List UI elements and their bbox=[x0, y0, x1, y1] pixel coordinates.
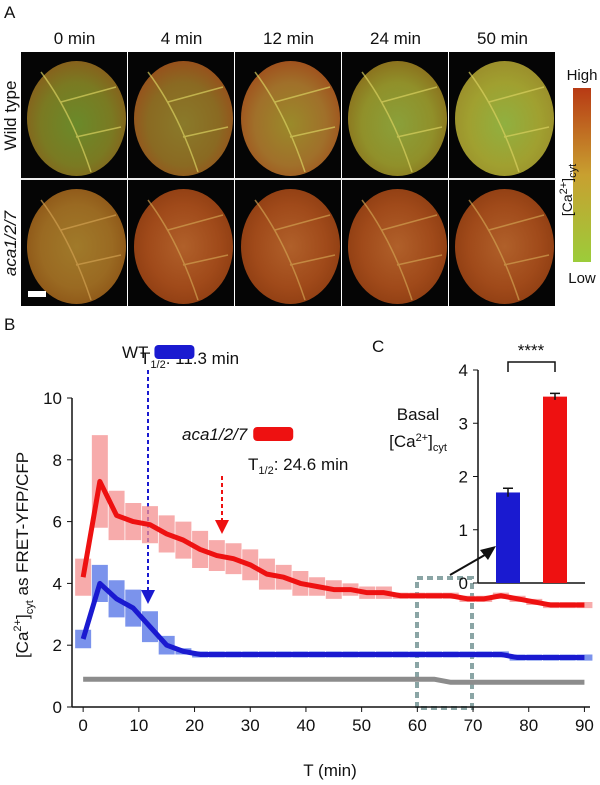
colorbar-low: Low bbox=[568, 270, 596, 287]
leaf bbox=[241, 189, 340, 304]
zoom-arrow bbox=[449, 551, 491, 576]
y-tick-label: 2 bbox=[459, 468, 468, 487]
x-tick-label: 40 bbox=[296, 716, 315, 735]
leaf bbox=[27, 189, 126, 304]
y-tick-label: 0 bbox=[53, 698, 62, 717]
colorbar bbox=[573, 88, 591, 262]
error-bar bbox=[550, 392, 560, 400]
series-line bbox=[83, 676, 585, 685]
column-label: 4 min bbox=[161, 29, 203, 48]
y-tick-label: 3 bbox=[459, 414, 468, 433]
vein bbox=[147, 199, 229, 301]
bar bbox=[496, 492, 520, 583]
x-tick-label: 20 bbox=[185, 716, 204, 735]
leaf bbox=[27, 61, 126, 176]
leaf bbox=[455, 189, 554, 304]
significance-bracket bbox=[507, 361, 556, 372]
leaf bbox=[455, 61, 554, 176]
y-tick-label: 1 bbox=[459, 521, 468, 540]
annotation: T1/2: 24.6 min bbox=[248, 455, 348, 477]
scale-bar bbox=[28, 291, 46, 297]
x-tick-label: 70 bbox=[464, 716, 483, 735]
panel-label: B bbox=[4, 315, 15, 334]
vein bbox=[147, 71, 229, 173]
x-tick-label: 60 bbox=[408, 716, 427, 735]
image-grid bbox=[21, 52, 556, 306]
x-tick-label: 80 bbox=[519, 716, 538, 735]
vein bbox=[254, 71, 336, 173]
chart-subtitle: [Ca2+]cyt bbox=[389, 432, 447, 454]
column-label: 24 min bbox=[370, 29, 421, 48]
significance-label: **** bbox=[518, 341, 545, 360]
leaf bbox=[348, 189, 447, 304]
y-tick-label: 4 bbox=[53, 574, 62, 593]
x-tick-label: 30 bbox=[241, 716, 260, 735]
leaf bbox=[134, 189, 233, 304]
error-bar bbox=[503, 487, 513, 497]
y-tick-label: 10 bbox=[43, 389, 62, 408]
vein bbox=[40, 199, 122, 301]
y-tick-label: 0 bbox=[459, 574, 468, 593]
legend-label: aca1/2/7 bbox=[182, 425, 248, 444]
y-tick-label: 4 bbox=[459, 361, 468, 380]
panel-label: A bbox=[4, 3, 16, 22]
legend-swatch bbox=[253, 427, 294, 441]
x-tick-label: 90 bbox=[575, 716, 594, 735]
row-label: aca1/2/7 bbox=[1, 210, 20, 276]
colorbar-high: High bbox=[567, 67, 598, 84]
vein bbox=[254, 199, 336, 301]
vein bbox=[468, 71, 550, 173]
leaf bbox=[348, 61, 447, 176]
legend-swatch bbox=[154, 345, 195, 359]
arrow-head bbox=[215, 520, 229, 534]
column-label: 50 min bbox=[477, 29, 528, 48]
column-label: 12 min bbox=[263, 29, 314, 48]
zoom-box bbox=[415, 576, 474, 710]
series-line bbox=[80, 478, 585, 608]
x-tick-label: 10 bbox=[129, 716, 148, 735]
legend-label: WT bbox=[122, 343, 148, 362]
colorbar-title: [Ca2+]cyt bbox=[558, 164, 579, 216]
vein bbox=[361, 71, 443, 173]
arrow-head bbox=[141, 590, 155, 604]
vein bbox=[361, 199, 443, 301]
leaf bbox=[134, 61, 233, 176]
y-tick-label: 2 bbox=[53, 636, 62, 655]
y-tick-label: 8 bbox=[53, 451, 62, 470]
x-tick-label: 50 bbox=[352, 716, 371, 735]
bar bbox=[543, 396, 567, 583]
y-tick-label: 6 bbox=[53, 513, 62, 532]
y-axis-label: [Ca2+]cyt as FRET-YFP/CFP bbox=[12, 452, 36, 658]
column-label: 0 min bbox=[54, 29, 96, 48]
leaf bbox=[241, 61, 340, 176]
vein bbox=[468, 199, 550, 301]
chart-title: Basal bbox=[397, 405, 440, 424]
panel-label: C bbox=[372, 337, 384, 356]
x-tick-label: 0 bbox=[78, 716, 87, 735]
series-line bbox=[80, 580, 585, 661]
row-label: Wild type bbox=[1, 81, 20, 151]
x-axis-label: T (min) bbox=[303, 761, 357, 780]
vein bbox=[40, 71, 122, 173]
zoom-arrow-head bbox=[480, 546, 496, 560]
